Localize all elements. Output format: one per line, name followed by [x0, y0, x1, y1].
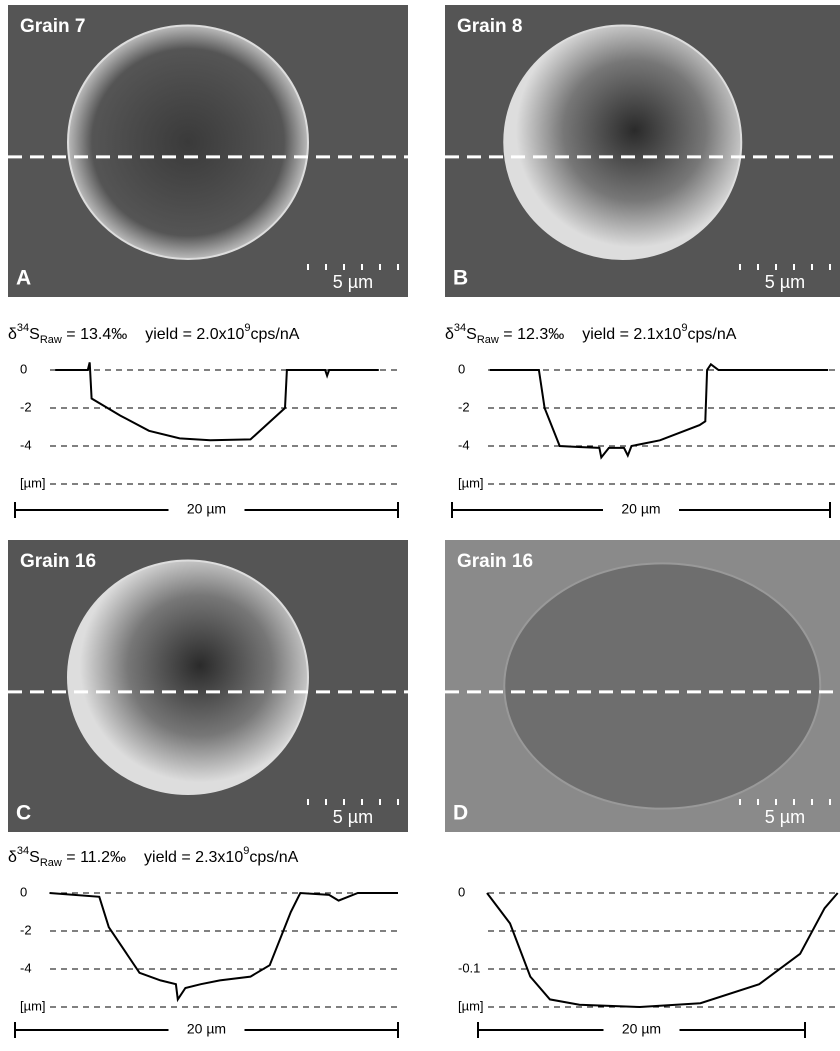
y-tick-label: 0	[458, 884, 465, 899]
delta: δ	[8, 326, 17, 343]
yield-unit: cps/nA	[251, 326, 300, 343]
y-tick-label: -4	[20, 437, 32, 452]
subscript: Raw	[40, 857, 62, 869]
panel-label: A	[16, 267, 31, 290]
image-scale-label: 5 µm	[765, 807, 805, 827]
y-tick-label: [µm]	[458, 475, 484, 490]
depth-profile	[487, 893, 838, 1007]
yield: yield = 2.3x10	[144, 849, 243, 866]
subscript: Raw	[477, 334, 499, 346]
delta: δ	[445, 326, 454, 343]
value: = 12.3‰	[499, 326, 564, 343]
x-scale-label: 20 µm	[621, 501, 660, 517]
element: S	[29, 849, 40, 866]
y-tick-label: 0	[20, 884, 27, 899]
yield-unit: cps/nA	[249, 849, 298, 866]
element: S	[29, 326, 40, 343]
y-tick-label: -4	[458, 437, 470, 452]
y-tick-label: [µm]	[20, 475, 46, 490]
x-scale-label: 20 µm	[622, 1021, 661, 1037]
y-tick-label: -2	[458, 399, 470, 414]
y-tick-label: 0	[20, 361, 27, 376]
figure: Grain 7A5 µmδ34SRaw = 13.4‰yield = 2.0x1…	[0, 0, 840, 1046]
yield: yield = 2.0x10	[145, 326, 244, 343]
delta: δ	[8, 849, 17, 866]
value: = 13.4‰	[62, 326, 127, 343]
y-tick-label: [µm]	[458, 998, 484, 1013]
grain-pit	[504, 25, 741, 259]
grain-pit	[68, 560, 308, 794]
depth-profile	[50, 893, 399, 999]
x-scale-label: 20 µm	[187, 501, 226, 517]
image-scale-label: 5 µm	[333, 807, 373, 827]
panel-label: B	[453, 267, 468, 290]
y-tick-label: -4	[20, 960, 32, 975]
y-tick-label: -2	[20, 922, 32, 937]
x-scale-label: 20 µm	[187, 1021, 226, 1037]
grain-title: Grain 16	[457, 551, 533, 572]
annotation: δ34SRaw = 12.3‰yield = 2.1x109cps/nA	[445, 322, 737, 346]
grain-title: Grain 7	[20, 16, 85, 37]
grain-pit	[504, 563, 820, 808]
image-scale-label: 5 µm	[333, 272, 373, 292]
grain-title: Grain 16	[20, 551, 96, 572]
y-tick-label: 0	[458, 361, 465, 376]
yield-unit: cps/nA	[688, 326, 737, 343]
subscript: Raw	[40, 334, 62, 346]
image-scale-label: 5 µm	[765, 272, 805, 292]
isotope: 34	[454, 322, 466, 334]
depth-profile	[55, 362, 379, 440]
y-tick-label: -0.1	[458, 960, 480, 975]
element: S	[466, 326, 477, 343]
grain-pit	[68, 25, 308, 259]
y-tick-label: -2	[20, 399, 32, 414]
panel-label: D	[453, 802, 468, 825]
y-tick-label: [µm]	[20, 998, 46, 1013]
yield: yield = 2.1x10	[582, 326, 681, 343]
annotation: δ34SRaw = 11.2‰yield = 2.3x109cps/nA	[8, 845, 299, 869]
isotope: 34	[17, 845, 29, 857]
depth-profile	[490, 364, 828, 457]
value: = 11.2‰	[62, 849, 126, 866]
isotope: 34	[17, 322, 29, 334]
grain-title: Grain 8	[457, 16, 522, 37]
panel-label: C	[16, 802, 31, 825]
annotation: δ34SRaw = 13.4‰yield = 2.0x109cps/nA	[8, 322, 300, 346]
